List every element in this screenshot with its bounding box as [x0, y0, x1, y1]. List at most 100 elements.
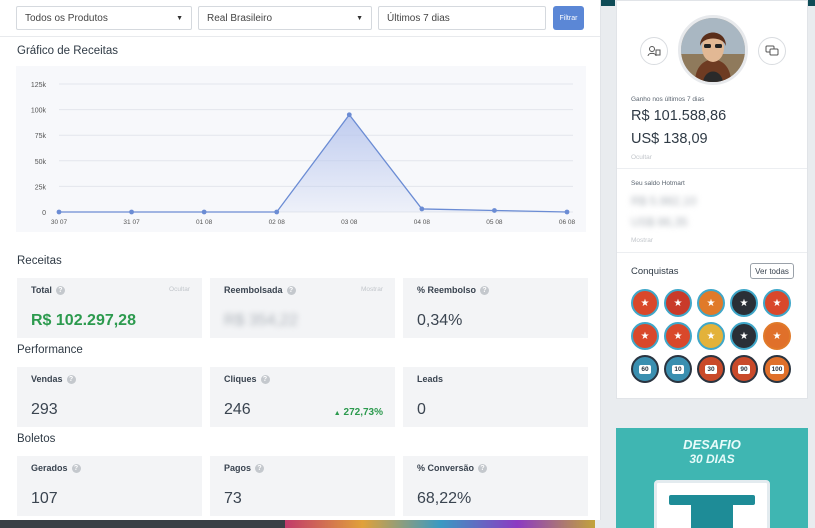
- show-balance-link[interactable]: Mostrar: [631, 237, 654, 244]
- chat-button[interactable]: [758, 37, 786, 65]
- show-reembolsada-link[interactable]: Mostrar: [360, 286, 383, 293]
- achievement-badge-label: 60: [639, 364, 651, 374]
- trophy-icon: ★: [673, 330, 683, 342]
- trophy-icon: ★: [739, 330, 749, 342]
- receitas-cards: Total ? Ocultar R$ 102.297,28 Reembolsad…: [17, 278, 588, 338]
- achievement-badge[interactable]: ★: [631, 289, 659, 317]
- x-tick-label: 06 08: [559, 219, 576, 226]
- achievement-badge[interactable]: 10: [664, 355, 692, 383]
- achievement-badge[interactable]: ★: [664, 289, 692, 317]
- data-point: [492, 208, 497, 213]
- balance-usd: US$ 86,35: [631, 215, 688, 229]
- cliques-trend-value: 272,73%: [343, 407, 383, 418]
- reembolso-label: % Reembolso: [417, 285, 477, 295]
- hide-earnings-link[interactable]: Ocultar: [631, 154, 652, 161]
- achievement-badge[interactable]: ★: [763, 322, 791, 350]
- avatar[interactable]: [678, 15, 748, 85]
- vendas-value: 293: [31, 401, 58, 418]
- achievement-badge[interactable]: ★: [697, 322, 725, 350]
- hide-total-link[interactable]: Ocultar: [169, 286, 190, 293]
- achievement-badge[interactable]: 100: [763, 355, 791, 383]
- trophy-icon: ★: [772, 330, 782, 342]
- trend-up-icon: ▲: [333, 410, 341, 417]
- promo-line1: DESAFIO: [683, 437, 741, 452]
- conversao-label-row: % Conversão ?: [417, 463, 488, 473]
- y-tick-label: 25k: [35, 184, 47, 191]
- currency-select[interactable]: Real Brasileiro ▼: [198, 6, 372, 30]
- x-tick-label: 05 08: [486, 219, 503, 226]
- achievement-badge[interactable]: 30: [697, 355, 725, 383]
- x-tick-label: 30 07: [51, 219, 68, 226]
- achievement-badge-label: 10: [672, 364, 684, 374]
- achievement-badge[interactable]: ★: [763, 289, 791, 317]
- achievement-badge[interactable]: ★: [631, 322, 659, 350]
- promo-illustration: [654, 480, 770, 528]
- achievement-badge-label: 30: [705, 364, 717, 374]
- cliques-trend: ▲ 272,73%: [334, 407, 383, 418]
- help-icon[interactable]: ?: [66, 374, 76, 384]
- cliques-card: Cliques ? 246 ▲ 272,73%: [210, 367, 395, 427]
- y-tick-label: 100k: [31, 108, 47, 115]
- achievement-badge[interactable]: 60: [631, 355, 659, 383]
- dashboard-main-panel: Todos os Produtos ▼ Real Brasileiro ▼ Úl…: [0, 0, 601, 520]
- balance-label: Seu saldo Hotmart: [631, 180, 685, 187]
- x-tick-label: 02 08: [269, 219, 286, 226]
- help-icon[interactable]: ?: [71, 463, 81, 473]
- leads-card: Leads 0: [403, 367, 588, 427]
- help-icon[interactable]: ?: [55, 285, 65, 295]
- boletos-cards: Gerados ? 107 Pagos ? 73 % Conversão ? 6…: [17, 456, 588, 516]
- help-icon[interactable]: ?: [480, 285, 490, 295]
- pagos-value: 73: [224, 490, 242, 507]
- achievement-badge[interactable]: ★: [664, 322, 692, 350]
- chevron-down-icon: ▼: [176, 14, 183, 22]
- conquistas-title: Conquistas: [631, 266, 679, 277]
- cliques-value: 246: [224, 401, 251, 418]
- y-tick-label: 75k: [35, 133, 47, 140]
- pagos-card: Pagos ? 73: [210, 456, 395, 516]
- data-point: [564, 209, 570, 215]
- help-icon[interactable]: ?: [286, 285, 296, 295]
- top-accent-strip: [601, 0, 615, 6]
- profile-divider: [617, 168, 807, 169]
- view-all-achievements-button[interactable]: Ver todas: [750, 263, 794, 279]
- achievement-badge[interactable]: ★: [730, 322, 758, 350]
- data-point: [274, 209, 280, 215]
- achievement-badges: ★ ★ ★ ★ ★ ★ ★ ★ ★ ★ 60 10 30 90 100: [631, 289, 791, 383]
- help-icon[interactable]: ?: [478, 463, 488, 473]
- achievement-badge[interactable]: 90: [730, 355, 758, 383]
- reembolso-label-row: % Reembolso ?: [417, 285, 490, 295]
- promo-banner[interactable]: DESAFIO 30 DIAS: [616, 428, 808, 528]
- chart-section-title: Gráfico de Receitas: [17, 45, 118, 57]
- trophy-icon: ★: [640, 297, 650, 309]
- y-tick-label: 125k: [31, 82, 47, 89]
- pagos-label-row: Pagos ?: [224, 463, 265, 473]
- receitas-section-title: Receitas: [17, 255, 62, 267]
- product-select[interactable]: Todos os Produtos ▼: [16, 6, 192, 30]
- total-label-row: Total ?: [31, 285, 65, 295]
- help-icon[interactable]: ?: [260, 374, 270, 384]
- help-icon[interactable]: ?: [255, 463, 265, 473]
- leads-label-row: Leads: [417, 374, 443, 384]
- leads-label: Leads: [417, 374, 444, 384]
- user-card-button[interactable]: [640, 37, 668, 65]
- trophy-icon: ★: [673, 297, 683, 309]
- gerados-value: 107: [31, 490, 58, 507]
- revenue-chart-svg: 0 25k 50k 75k 100k 125k 30 07 31 07 01 08 02 08 03…: [31, 82, 576, 226]
- chat-icon: [765, 45, 779, 56]
- earned-usd: US$ 138,09: [631, 131, 708, 147]
- earned-label: Ganho nos últimos 7 dias: [631, 96, 705, 103]
- period-select-value: Últimos 7 dias: [387, 12, 450, 24]
- data-point: [56, 209, 62, 215]
- earned-brl: R$ 101.588,86: [631, 108, 727, 124]
- trophy-icon: ★: [739, 297, 749, 309]
- x-tick-label: 03 08: [341, 219, 358, 226]
- trophy-icon: ★: [640, 330, 650, 342]
- vendas-label-row: Vendas ?: [31, 374, 76, 384]
- filter-button[interactable]: Filtrar: [553, 6, 584, 30]
- achievement-badge[interactable]: ★: [697, 289, 725, 317]
- product-select-value: Todos os Produtos: [25, 12, 108, 24]
- period-select[interactable]: Últimos 7 dias: [378, 6, 546, 30]
- user-id-icon: [647, 46, 661, 57]
- total-value: R$ 102.297,28: [31, 312, 136, 329]
- achievement-badge[interactable]: ★: [730, 289, 758, 317]
